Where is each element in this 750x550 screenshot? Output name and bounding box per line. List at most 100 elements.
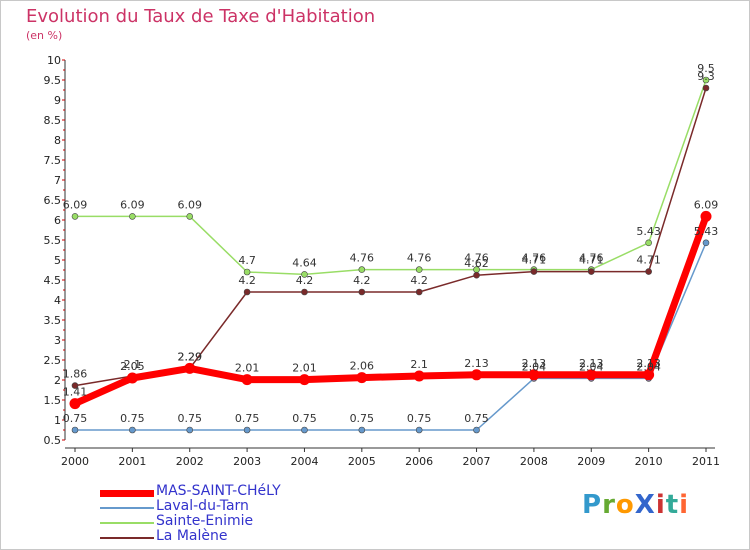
data-point — [186, 213, 194, 220]
data-label: 4.2 — [238, 274, 256, 287]
data-point — [645, 268, 652, 275]
x-tick-label: 2006 — [405, 455, 433, 468]
data-label: 9.3 — [697, 70, 715, 83]
data-point — [643, 369, 655, 381]
data-label: 0.75 — [292, 412, 317, 425]
series-line-3 — [74, 79, 707, 276]
proxiti-logo: ProXiti — [582, 490, 689, 520]
y-tick-label: 9 — [54, 94, 61, 107]
data-label: 9.5 — [697, 62, 715, 75]
data-label: 2.29 — [177, 350, 202, 363]
data-label: 4.2 — [296, 274, 314, 287]
legend-label: Laval-du-Tarn — [156, 498, 249, 514]
y-tick-label: 3.5 — [44, 314, 62, 327]
data-label: 2.13 — [522, 357, 547, 370]
data-label: 4.62 — [464, 257, 489, 270]
x-tick-label: 2002 — [176, 455, 204, 468]
data-label: 5.43 — [694, 225, 719, 238]
series-line-1 — [71, 212, 710, 408]
data-point — [71, 382, 79, 389]
data-point — [243, 288, 251, 296]
data-label: 4.2 — [410, 274, 428, 287]
logo-letter: P — [582, 490, 603, 520]
data-point — [415, 266, 423, 273]
data-label: 0.75 — [464, 412, 489, 425]
data-point — [71, 213, 79, 220]
data-point — [356, 372, 368, 384]
y-tick-label: 10 — [47, 54, 61, 67]
data-point — [702, 76, 710, 84]
legend-swatch — [100, 522, 154, 524]
data-point — [528, 369, 540, 381]
chart-title: Evolution du Taux de Taxe d'Habitation — [26, 6, 376, 27]
data-point — [415, 426, 423, 434]
data-label: 5.43 — [636, 225, 661, 238]
data-point — [301, 288, 308, 296]
y-tick-label: 5 — [54, 254, 61, 267]
data-label: 6.09 — [177, 198, 202, 211]
data-point — [71, 426, 79, 434]
data-label: 0.75 — [235, 412, 260, 425]
data-label: 1.86 — [63, 368, 88, 381]
data-label: 2.05 — [120, 360, 145, 373]
data-label: 2.01 — [292, 362, 317, 375]
x-tick-label: 2007 — [463, 455, 491, 468]
data-label: 6.09 — [694, 198, 719, 211]
data-label: 4.71 — [522, 254, 547, 267]
logo-letter: r — [602, 490, 616, 520]
data-label: 6.09 — [63, 198, 88, 211]
legend-swatch — [100, 507, 154, 509]
data-label: 4.76 — [579, 252, 604, 265]
x-tick-label: 2009 — [577, 455, 605, 468]
legend-label: MAS-SAINT-CHéLY — [156, 483, 281, 499]
y-tick-label: 7 — [54, 174, 61, 187]
data-point — [126, 372, 138, 384]
data-label: 2.04 — [579, 360, 604, 373]
data-point — [587, 268, 595, 275]
data-point — [69, 398, 81, 410]
data-label: 4.64 — [292, 256, 317, 269]
x-tick-label: 2000 — [61, 455, 89, 468]
data-point — [473, 271, 480, 279]
data-point — [702, 239, 710, 247]
data-label: 2.06 — [350, 360, 375, 373]
data-point — [471, 369, 483, 381]
x-tick-label: 2003 — [233, 455, 261, 468]
data-point — [358, 288, 366, 296]
data-label: 2.29 — [177, 350, 202, 363]
data-label: 1.41 — [63, 386, 88, 399]
logo-letter: t — [665, 490, 680, 520]
y-tick-label: 8.5 — [44, 114, 62, 127]
logo-letter: i — [655, 490, 666, 520]
data-label: 4.76 — [522, 252, 547, 265]
data-point — [413, 370, 425, 382]
data-label: 0.75 — [120, 412, 145, 425]
y-tick-label: 2.5 — [44, 354, 62, 367]
data-label: 2.13 — [464, 357, 489, 370]
data-label: 0.75 — [63, 412, 88, 425]
legend-swatch — [100, 537, 154, 539]
data-label: 2.13 — [636, 357, 661, 370]
logo-letter: o — [615, 490, 635, 520]
data-label: 4.7 — [238, 254, 256, 267]
x-tick-label: 2001 — [118, 455, 146, 468]
data-label: 0.75 — [407, 412, 432, 425]
data-label: 2.01 — [235, 362, 260, 375]
x-tick-label: 2011 — [692, 455, 720, 468]
data-point — [415, 288, 423, 296]
x-tick-label: 2010 — [635, 455, 663, 468]
y-tick-label: 8 — [54, 134, 61, 147]
y-tick-label: 4 — [54, 294, 61, 307]
data-point — [129, 426, 136, 434]
data-point — [585, 369, 597, 381]
x-tick-label: 2005 — [348, 455, 376, 468]
logo-letter: X — [634, 490, 656, 520]
data-point — [184, 362, 196, 374]
data-point — [358, 426, 366, 434]
y-tick-label: 6 — [54, 214, 61, 227]
x-tick-label: 2008 — [520, 455, 548, 468]
data-label: 4.76 — [464, 252, 489, 265]
data-label: 2.13 — [579, 357, 604, 370]
